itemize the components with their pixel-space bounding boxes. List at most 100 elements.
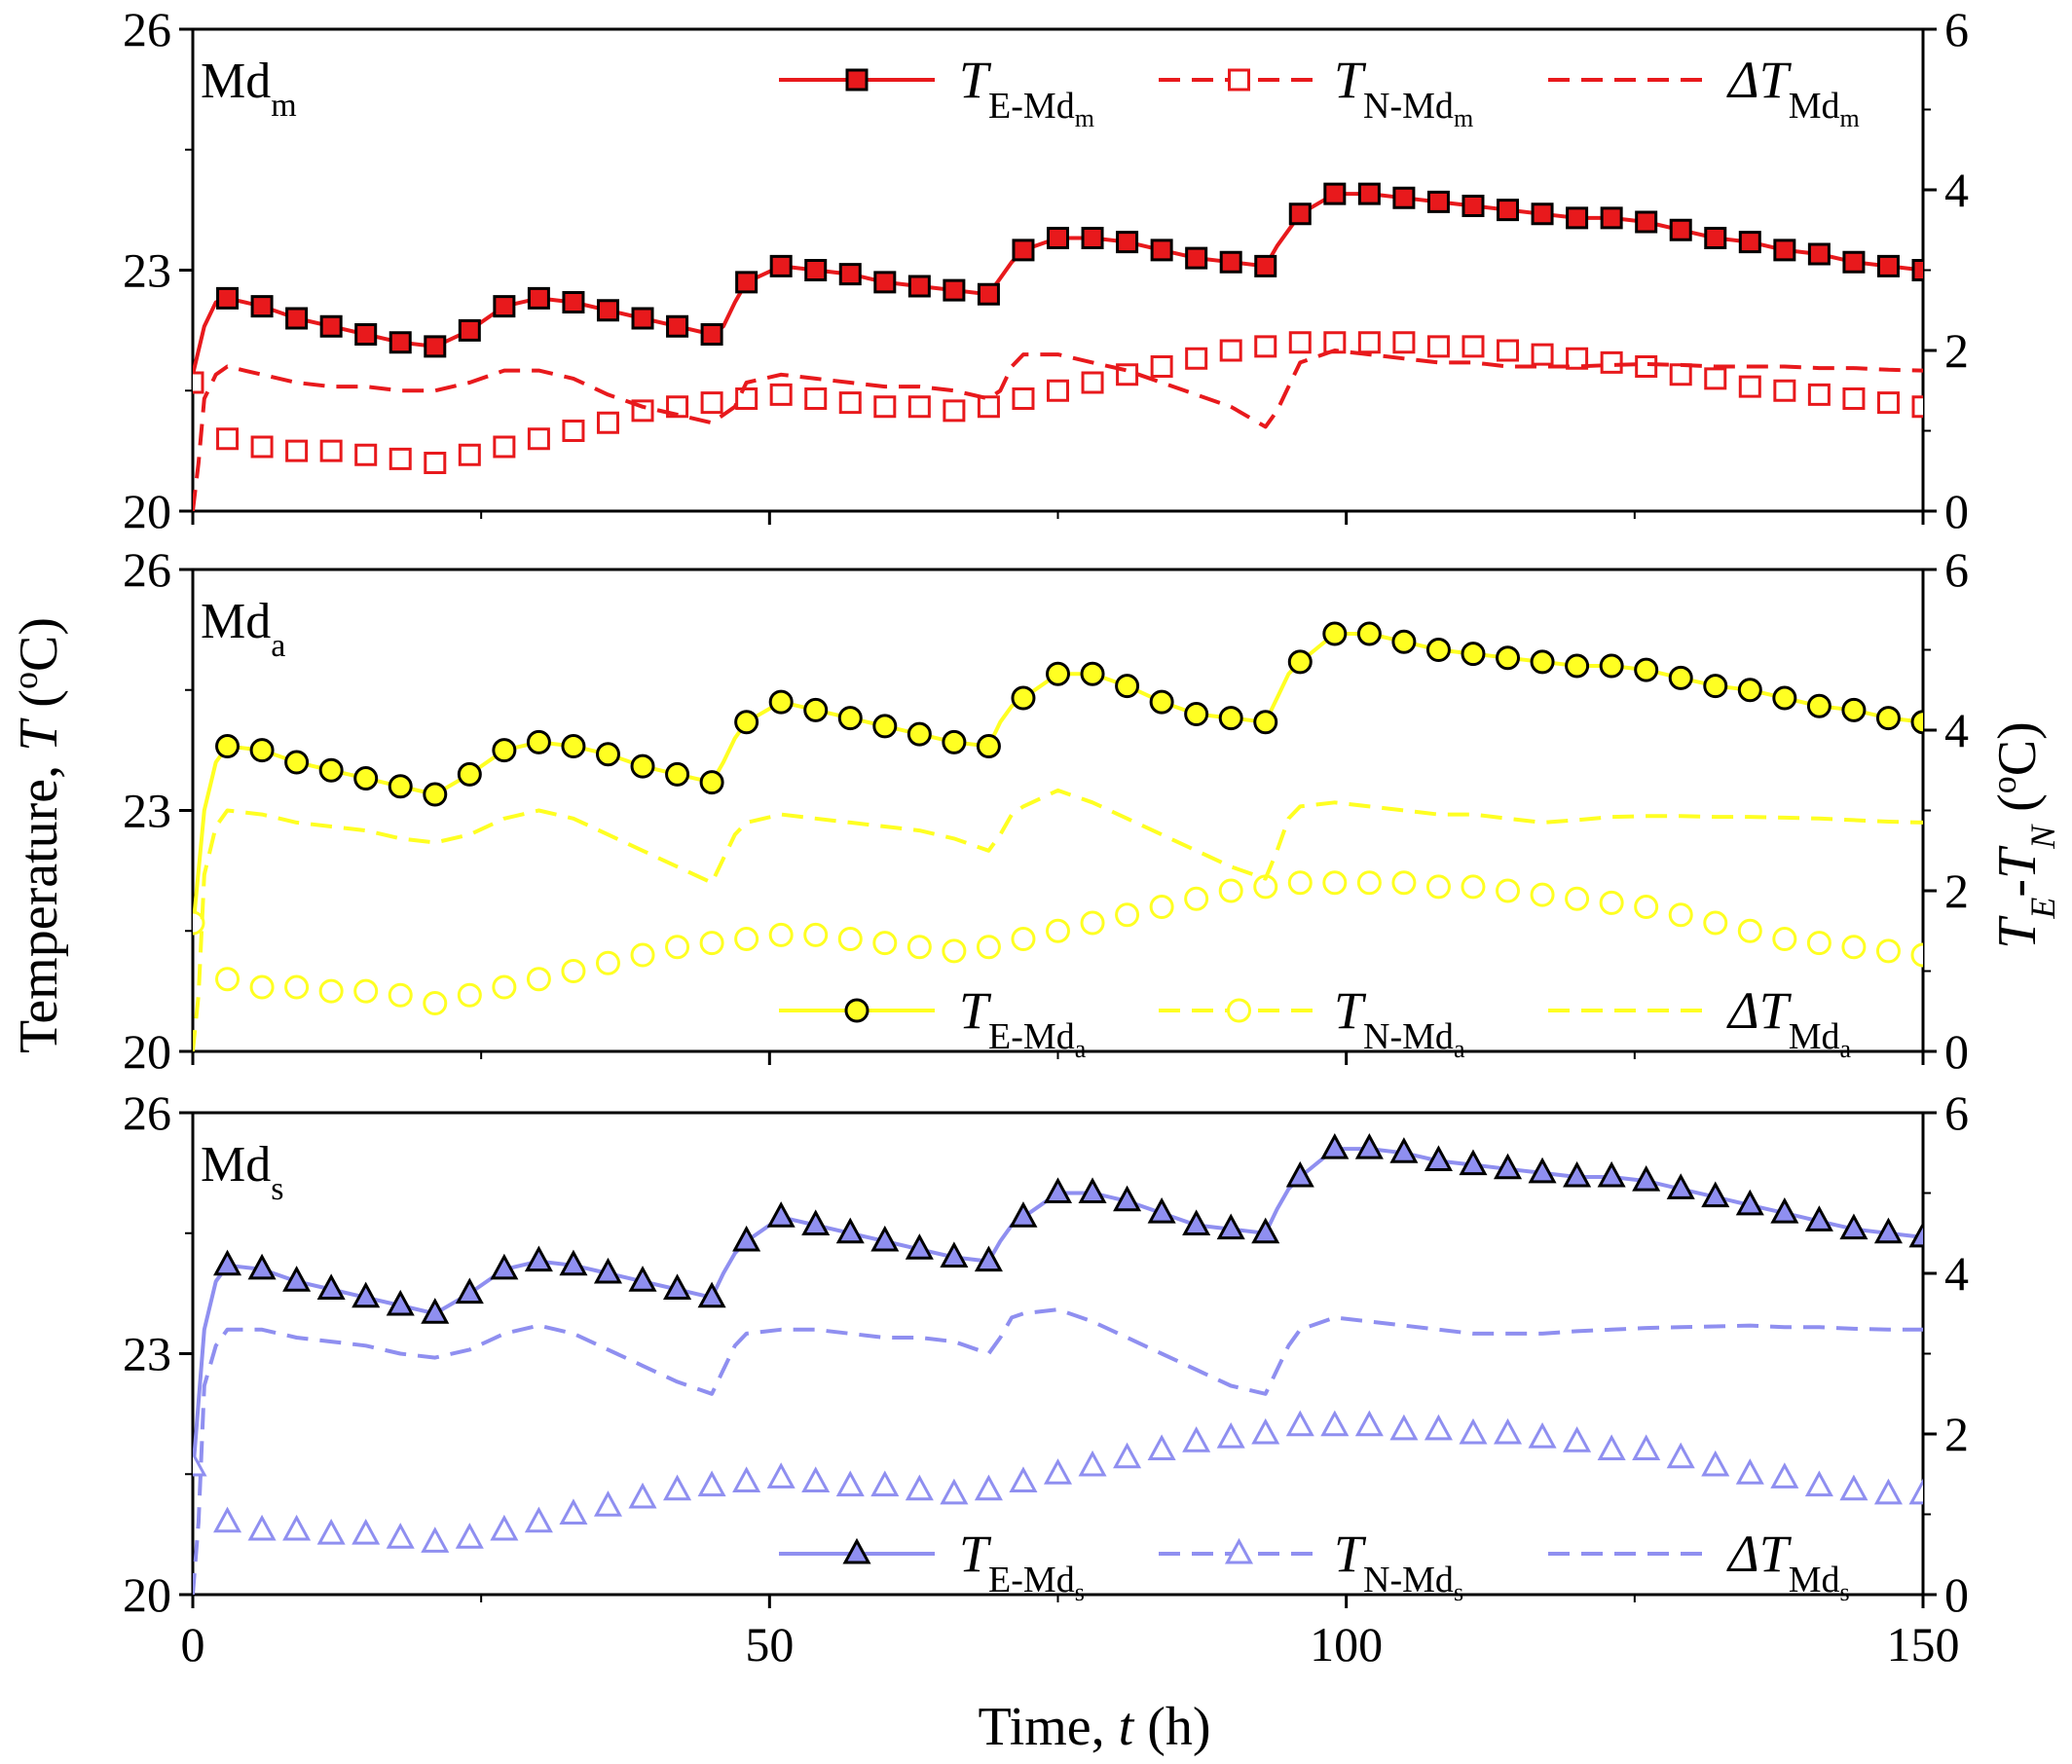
data-point-t-n-md-s <box>1459 1417 1488 1445</box>
data-point-t-e-md-s <box>766 1201 796 1228</box>
legend-marker <box>842 1537 871 1564</box>
data-point-t-n-md-m <box>1773 379 1796 402</box>
data-point-t-n-md-m <box>1911 395 1923 419</box>
data-point-t-e-md-m <box>527 286 550 310</box>
data-point-t-n-md-m <box>458 443 481 466</box>
data-point-t-e-md-a <box>423 782 448 807</box>
panel-label: Mdm <box>201 54 297 124</box>
data-point-t-n-md-s <box>1009 1466 1038 1492</box>
data-point-t-e-md-a <box>1530 649 1555 675</box>
data-point-t-e-md-m <box>1704 227 1727 249</box>
data-point-t-n-md-m <box>700 391 723 415</box>
data-point-t-n-md-m <box>1876 391 1900 415</box>
data-point-t-n-md-a <box>1218 878 1243 903</box>
data-point-t-e-md-s <box>1632 1164 1661 1192</box>
data-point-t-e-md-s <box>697 1281 726 1308</box>
data-point-t-e-md-m <box>1669 218 1692 241</box>
data-point-t-n-md-s <box>593 1490 623 1517</box>
data-point-t-e-md-s <box>1354 1132 1384 1159</box>
data-point-t-n-md-m <box>977 395 1000 419</box>
data-point-t-n-md-a <box>1910 942 1923 968</box>
data-point-t-e-md-m <box>424 335 447 358</box>
data-point-t-n-md-s <box>1113 1442 1142 1469</box>
data-point-t-e-md-s <box>835 1217 865 1244</box>
data-point-t-e-md-s <box>1804 1205 1833 1231</box>
y-left-tick-label: 20 <box>123 1024 171 1079</box>
data-point-t-n-md-a <box>734 927 759 951</box>
data-point-t-e-md-s <box>316 1273 346 1300</box>
data-point-t-e-md-a <box>1599 653 1624 679</box>
data-point-t-n-md-s <box>316 1518 346 1545</box>
data-point-t-n-md-m <box>1288 331 1312 354</box>
data-point-t-n-md-s <box>247 1514 277 1541</box>
data-point-t-n-md-s <box>352 1518 381 1545</box>
y-right-tick-label: 4 <box>1944 703 1969 757</box>
data-point-t-e-md-s <box>801 1209 831 1235</box>
y-right-tick-label: 0 <box>1944 1024 1969 1079</box>
data-point-t-n-md-a <box>457 982 482 1008</box>
data-point-t-n-md-m <box>873 395 897 419</box>
legend: TE-Mda TN-Mda ΔTMda <box>779 981 1852 1063</box>
y-right-tick-label: 6 <box>1944 2 1969 56</box>
data-point-t-e-md-s <box>1770 1196 1799 1224</box>
data-point-t-e-md-a <box>1634 657 1659 682</box>
data-point-t-n-md-a <box>665 935 690 960</box>
data-point-t-e-md-s <box>1735 1189 1764 1216</box>
data-point-t-e-md-a <box>1011 685 1036 711</box>
data-point-t-e-md-s <box>1113 1185 1142 1212</box>
data-point-t-n-md-m <box>943 399 966 423</box>
x-axis-title: Time, t (h) <box>978 1697 1210 1757</box>
data-point-t-e-md-m <box>319 314 343 338</box>
data-point-t-e-md-s <box>663 1273 692 1300</box>
x-tick-label: 100 <box>1310 1617 1383 1672</box>
data-point-t-e-md-a <box>906 721 932 747</box>
legend-label: TN-Mda <box>1334 981 1465 1063</box>
data-point-t-e-md-m <box>1116 231 1139 254</box>
data-point-t-n-md-m <box>250 435 274 459</box>
data-point-t-e-md-m <box>838 263 862 286</box>
y-left-tick-label: 23 <box>123 1327 171 1381</box>
data-point-t-e-md-m <box>562 291 585 313</box>
data-point-t-e-md-s <box>1182 1209 1211 1235</box>
data-point-t-n-md-a <box>1149 895 1174 919</box>
data-point-t-n-md-s <box>870 1470 900 1497</box>
data-point-t-n-md-a <box>1184 886 1209 911</box>
panel-label: Mds <box>201 1137 283 1207</box>
data-point-t-e-md-m <box>388 331 412 354</box>
data-point-t-e-md-a <box>1841 697 1867 722</box>
legend-label: TE-Mdm <box>959 51 1094 132</box>
data-point-t-e-md-s <box>1493 1153 1523 1180</box>
legend-label: TE-Mda <box>959 981 1087 1063</box>
y-right-tick-label: 6 <box>1944 542 1969 597</box>
data-point-t-e-md-m <box>1219 250 1242 274</box>
data-point-t-n-md-s <box>559 1498 588 1525</box>
data-point-t-n-md-s <box>1632 1434 1661 1460</box>
data-point-t-e-md-s <box>870 1225 900 1252</box>
data-point-t-n-md-a <box>595 950 620 975</box>
y-right-tick-label: 6 <box>1944 1085 1969 1140</box>
data-point-t-n-md-a <box>1737 918 1762 943</box>
data-point-t-n-md-a <box>1530 882 1555 907</box>
data-point-t-n-md-a <box>423 991 448 1015</box>
data-point-t-e-md-s <box>1873 1217 1903 1244</box>
data-point-t-e-md-s <box>1839 1213 1868 1240</box>
data-point-t-e-md-s <box>524 1245 553 1272</box>
data-point-t-n-md-m <box>804 387 828 410</box>
data-point-t-n-md-s <box>1666 1442 1695 1469</box>
data-point-t-e-md-s <box>940 1241 969 1268</box>
data-point-t-n-md-m <box>193 371 204 394</box>
data-point-t-n-md-a <box>1772 927 1797 951</box>
legend-marker <box>1224 1537 1254 1564</box>
data-point-t-e-md-a <box>1737 678 1762 703</box>
panel-label: Mda <box>201 594 285 664</box>
data-point-t-n-md-a <box>1634 895 1659 919</box>
data-point-t-e-md-a <box>942 729 967 754</box>
data-point-t-n-md-s <box>974 1474 1003 1501</box>
data-point-t-n-md-m <box>216 427 240 451</box>
series-line--t-md-m <box>193 349 1923 511</box>
data-point-t-n-md-m <box>596 411 619 434</box>
y-right-tick-label: 2 <box>1944 323 1969 378</box>
data-point-t-e-md-m <box>493 295 516 318</box>
data-point-t-n-md-s <box>421 1526 450 1553</box>
data-point-t-e-md-a <box>734 710 759 735</box>
